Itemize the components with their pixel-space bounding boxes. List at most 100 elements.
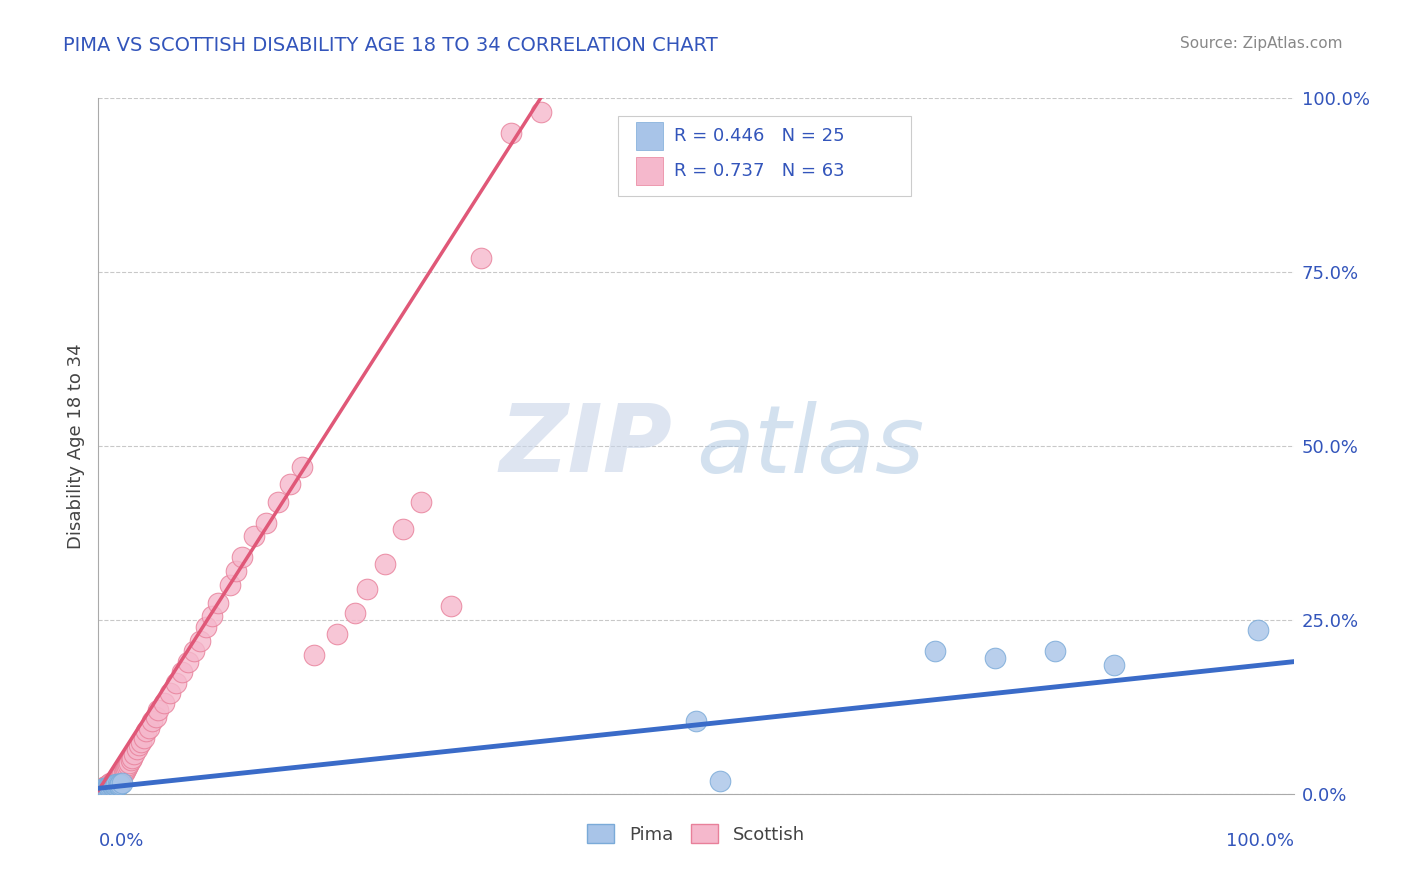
Point xyxy=(132,731,155,746)
Point xyxy=(107,777,129,791)
Point xyxy=(107,778,129,792)
Point xyxy=(103,778,125,792)
Point xyxy=(111,776,134,790)
Point xyxy=(374,558,396,572)
Point xyxy=(138,721,160,735)
Point xyxy=(117,757,139,772)
Point xyxy=(440,599,463,613)
Point xyxy=(1043,644,1066,658)
Point xyxy=(145,710,167,724)
Text: atlas: atlas xyxy=(696,401,924,491)
Point xyxy=(183,644,205,658)
Point xyxy=(124,747,146,761)
Point xyxy=(115,762,138,776)
Point xyxy=(120,754,142,768)
Point xyxy=(344,606,367,620)
Point xyxy=(326,627,349,641)
Point xyxy=(254,516,277,530)
Point xyxy=(101,775,124,789)
FancyBboxPatch shape xyxy=(637,122,662,150)
Point xyxy=(104,778,127,792)
Y-axis label: Disability Age 18 to 34: Disability Age 18 to 34 xyxy=(66,343,84,549)
Point xyxy=(94,781,117,796)
Point xyxy=(148,703,170,717)
Point xyxy=(98,779,122,793)
Point xyxy=(103,774,125,789)
Text: PIMA VS SCOTTISH DISABILITY AGE 18 TO 34 CORRELATION CHART: PIMA VS SCOTTISH DISABILITY AGE 18 TO 34… xyxy=(63,36,718,54)
Point xyxy=(219,578,242,592)
Text: R = 0.737   N = 63: R = 0.737 N = 63 xyxy=(675,162,845,180)
Point xyxy=(115,760,138,774)
Point xyxy=(96,780,118,795)
Point xyxy=(159,686,181,700)
Point xyxy=(114,764,136,778)
Point xyxy=(111,767,134,781)
Point xyxy=(97,778,120,792)
Point xyxy=(100,779,122,793)
Point xyxy=(118,756,141,770)
Point xyxy=(105,772,128,787)
Point xyxy=(107,771,129,785)
Point xyxy=(131,735,153,749)
Point xyxy=(107,772,129,786)
Point xyxy=(470,251,492,265)
Point xyxy=(98,777,121,791)
Point xyxy=(924,644,946,658)
Point xyxy=(685,714,707,728)
Point xyxy=(93,781,115,796)
Point xyxy=(392,523,415,537)
Point xyxy=(165,675,187,690)
Point xyxy=(101,779,124,793)
Point xyxy=(96,779,118,793)
Point xyxy=(125,741,148,756)
Text: ZIP: ZIP xyxy=(499,400,672,492)
Point xyxy=(90,783,112,797)
Point xyxy=(278,477,301,491)
Text: Source: ZipAtlas.com: Source: ZipAtlas.com xyxy=(1180,36,1343,51)
FancyBboxPatch shape xyxy=(637,157,662,186)
Text: 0.0%: 0.0% xyxy=(98,832,143,850)
Point xyxy=(231,550,253,565)
Point xyxy=(225,564,247,578)
Point xyxy=(267,494,290,508)
Point xyxy=(1104,658,1126,673)
Point xyxy=(243,529,266,543)
Point xyxy=(172,665,194,680)
Point xyxy=(108,777,131,791)
Point xyxy=(499,126,522,140)
Point xyxy=(135,724,157,739)
Point xyxy=(302,648,325,662)
Point xyxy=(201,609,224,624)
Point xyxy=(110,769,132,783)
Point xyxy=(98,776,122,790)
Point xyxy=(91,782,114,797)
Point xyxy=(97,780,120,794)
Point xyxy=(709,774,731,789)
Point xyxy=(91,782,114,797)
Point xyxy=(291,459,314,474)
Point xyxy=(1247,624,1270,638)
Point xyxy=(105,777,128,791)
Point xyxy=(177,655,200,669)
Point xyxy=(112,766,135,780)
Point xyxy=(356,582,378,596)
Point xyxy=(104,773,127,788)
Point xyxy=(93,780,115,794)
Point xyxy=(411,494,433,508)
Point xyxy=(984,651,1007,665)
Point xyxy=(141,714,163,728)
Point xyxy=(207,596,229,610)
Point xyxy=(98,780,121,794)
Text: 100.0%: 100.0% xyxy=(1226,832,1294,850)
Point xyxy=(153,697,176,711)
Point xyxy=(100,776,122,790)
FancyBboxPatch shape xyxy=(619,116,911,195)
Legend: Pima, Scottish: Pima, Scottish xyxy=(581,817,811,851)
Point xyxy=(188,633,211,648)
Point xyxy=(195,620,218,634)
Point xyxy=(121,750,143,764)
Point xyxy=(108,770,131,784)
Point xyxy=(94,779,117,793)
Point xyxy=(128,738,150,752)
Point xyxy=(530,105,553,120)
